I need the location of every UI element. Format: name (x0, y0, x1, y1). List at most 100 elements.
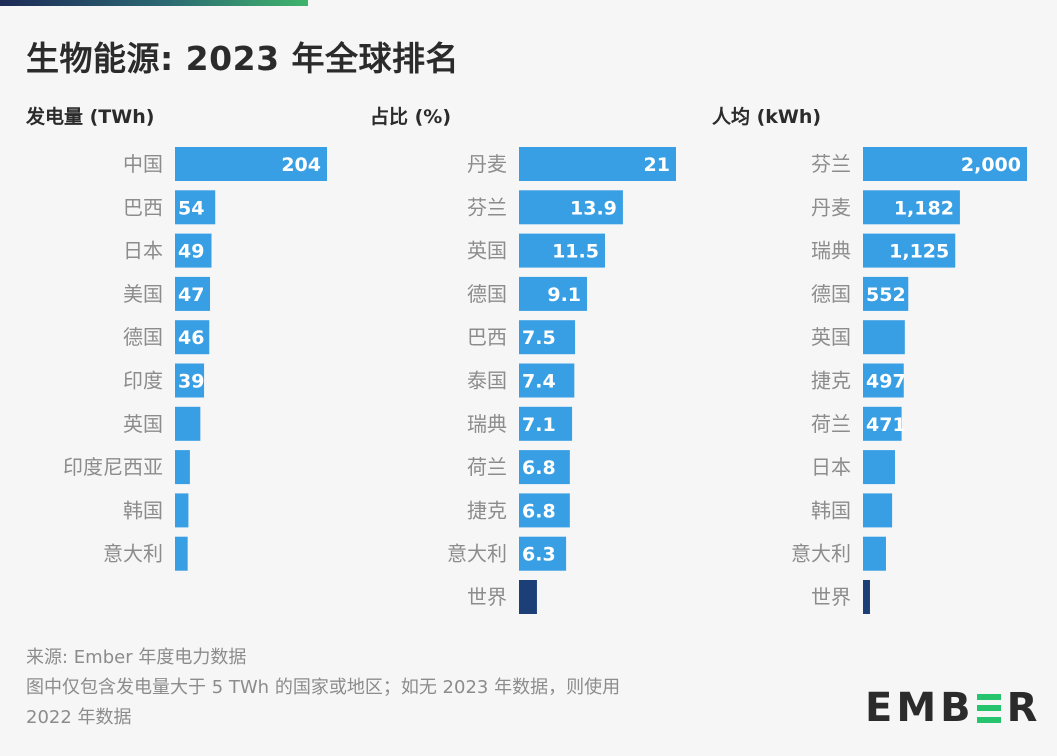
value-label: 9.1 (547, 284, 581, 306)
category-label: 世界 (811, 585, 851, 609)
bar-2-1 (863, 190, 960, 225)
value-label: 11.5 (552, 241, 599, 263)
bar-2-4 (863, 320, 905, 355)
bar-0-6 (175, 406, 201, 441)
value-label: 7.1 (522, 414, 556, 436)
category-label: 英国 (811, 325, 851, 349)
logo-text-left: EMB (865, 685, 975, 731)
bar-1-9 (519, 536, 567, 571)
category-label: 丹麦 (811, 195, 851, 219)
category-label: 捷克 (811, 369, 851, 393)
value-label: 39 (178, 371, 204, 393)
bar-1-10 (519, 580, 537, 614)
category-label: 泰国 (467, 369, 507, 393)
bar-0-3 (175, 276, 211, 311)
category-label: 瑞典 (811, 239, 851, 263)
category-label: 意大利 (103, 542, 163, 566)
footer: 来源: Ember 年度电力数据 图中仅包含发电量大于 5 TWh 的国家或地区… (26, 643, 620, 733)
source-note: 来源: Ember 年度电力数据 (26, 647, 247, 668)
bar-0-1 (175, 190, 216, 225)
value-label: 1,182 (894, 197, 954, 219)
logo-text-right: R (1006, 685, 1042, 731)
bar-0-5 (175, 363, 205, 398)
category-label: 巴西 (467, 325, 507, 349)
bar-1-0 (519, 147, 676, 181)
value-label: 2,000 (961, 154, 1021, 176)
bar-0-2 (175, 233, 212, 268)
category-label: 德国 (123, 325, 163, 349)
value-label: 49 (178, 241, 204, 263)
category-label: 印度尼西亚 (63, 455, 163, 479)
scope-note-line1: 图中仅包含发电量大于 5 TWh 的国家或地区；如无 2023 年数据，则使用 (26, 677, 621, 698)
value-label: 46 (178, 327, 204, 349)
bar-2-10 (863, 580, 870, 614)
value-label: 6.3 (522, 544, 556, 566)
value-label: 7.5 (522, 327, 556, 349)
category-label: 韩国 (811, 498, 851, 522)
value-label: 552 (866, 284, 906, 306)
value-label: 204 (281, 154, 321, 176)
category-label: 日本 (811, 455, 851, 479)
category-label: 德国 (811, 282, 851, 306)
bar-0-7 (175, 450, 190, 485)
bar-1-4 (519, 320, 576, 355)
scope-note-line2: 2022 年数据 (26, 707, 132, 728)
value-label: 54 (178, 197, 204, 219)
chart-title: 生物能源: 2023 年全球排名 (26, 39, 460, 78)
ember-logo: EMB R (865, 685, 1042, 731)
bar-1-6 (519, 406, 573, 441)
bar-0-0 (175, 147, 327, 181)
category-label: 荷兰 (811, 412, 851, 436)
category-label: 日本 (123, 239, 163, 263)
value-label: 7.4 (522, 371, 556, 393)
bar-2-8 (863, 493, 893, 528)
panel-title-generation: 发电量 (TWh) (26, 106, 155, 128)
share-chart: 丹麦 21 芬兰 13.9 英国 11.5 德国 9.1 巴西 7.5 泰国 7.4 瑞典 7.1 荷兰 6.… (447, 147, 676, 614)
bar-1-8 (519, 493, 570, 528)
value-label: 1,125 (889, 241, 949, 263)
panel-title-per-capita: 人均 (kWh) (712, 106, 822, 128)
category-label: 芬兰 (467, 195, 507, 219)
bar-0-4 (175, 320, 210, 355)
bar-2-9 (863, 536, 886, 571)
category-label: 英国 (123, 412, 163, 436)
bar-2-6 (863, 406, 902, 441)
category-label: 芬兰 (811, 152, 851, 176)
category-label: 瑞典 (467, 412, 507, 436)
value-label: 13.9 (570, 197, 617, 219)
value-label: 47 (178, 284, 204, 306)
panel-title-share: 占比 (%) (370, 106, 452, 128)
bar-2-2 (863, 233, 956, 268)
bar-1-3 (519, 276, 588, 311)
category-label: 丹麦 (467, 152, 507, 176)
bar-1-1 (519, 190, 623, 225)
value-label: 21 (644, 154, 670, 176)
category-label: 巴西 (123, 195, 163, 219)
value-label: 6.8 (522, 500, 556, 522)
bar-0-9 (175, 536, 188, 571)
bar-2-7 (863, 450, 895, 485)
category-label: 美国 (123, 282, 163, 306)
category-label: 世界 (467, 585, 507, 609)
category-label: 意大利 (791, 542, 851, 566)
bar-2-5 (863, 363, 904, 398)
value-label: 6.8 (522, 457, 556, 479)
category-label: 印度 (123, 369, 163, 393)
logo-e-bars-icon (976, 693, 1001, 723)
category-label: 韩国 (123, 498, 163, 522)
category-label: 捷克 (467, 498, 507, 522)
bar-1-2 (519, 233, 605, 268)
category-label: 德国 (467, 282, 507, 306)
bar-1-7 (519, 450, 570, 485)
value-label: 497 (866, 371, 906, 393)
bar-0-8 (175, 493, 189, 528)
bar-2-0 (863, 147, 1027, 181)
bar-2-3 (863, 276, 909, 311)
category-label: 中国 (123, 152, 163, 176)
value-label: 471 (866, 414, 906, 436)
top-gradient-bar (0, 0, 308, 6)
category-label: 英国 (467, 239, 507, 263)
